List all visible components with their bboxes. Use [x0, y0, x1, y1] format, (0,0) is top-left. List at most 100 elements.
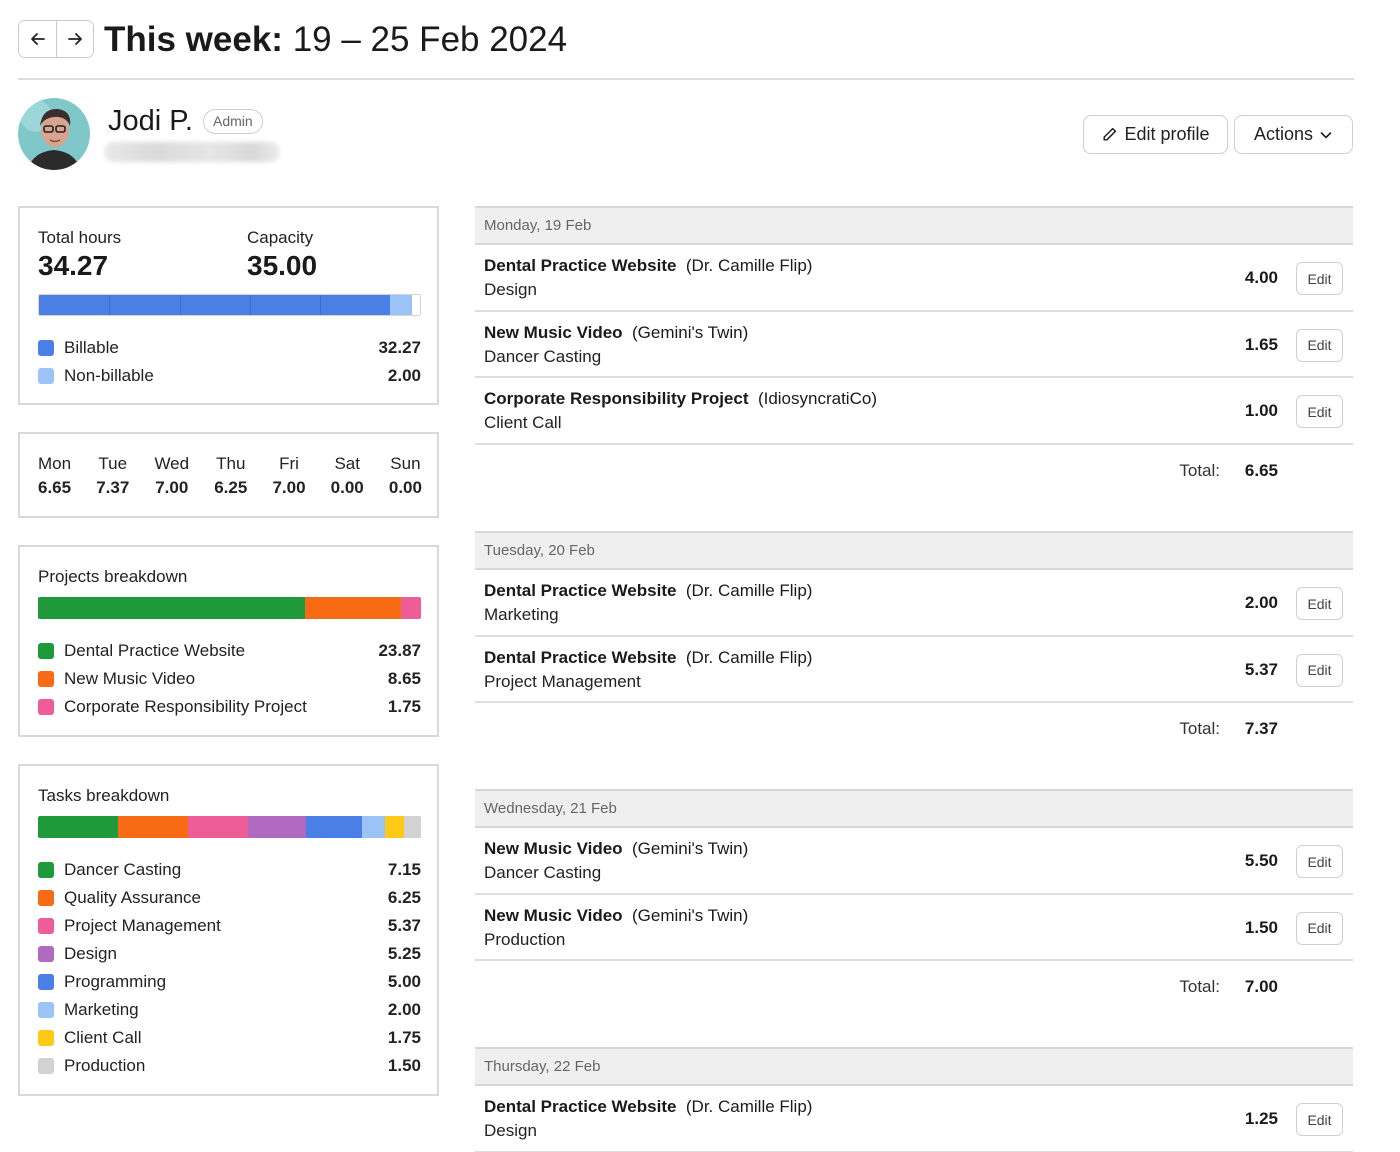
project-name: Dental Practice Website	[484, 1097, 677, 1116]
edit-entry-button[interactable]: Edit	[1296, 395, 1343, 428]
edit-profile-label: Edit profile	[1124, 124, 1210, 144]
legend-label: Production	[64, 1056, 146, 1075]
total-hours-value: 34.27	[38, 250, 109, 281]
legend-value: 1.75	[387, 697, 421, 716]
edit-entry-button[interactable]: Edit	[1296, 911, 1343, 945]
time-entry-row: New Music Video (Gemini's Twin) Productio…	[475, 895, 1353, 961]
actions-dropdown[interactable]: Actions	[1234, 115, 1353, 154]
legend-item: Programming 5.00	[38, 968, 421, 996]
legend-item: Dental Practice Website 23.87	[38, 637, 421, 665]
legend-value: 7.15	[387, 860, 421, 879]
week-nav	[18, 20, 94, 58]
pencil-icon	[1103, 127, 1117, 141]
legend-label: Marketing	[64, 1000, 139, 1019]
legend-value: 23.87	[378, 641, 421, 660]
day-total: Tue 7.37	[96, 452, 129, 500]
day-name: Mon	[38, 454, 72, 473]
entry-task: Design	[484, 1121, 537, 1140]
hours-summary-panel: Total hours 34.27 Capacity 35.00 Billabl…	[18, 206, 439, 405]
nonbillable-segment	[390, 295, 412, 315]
capacity-label: Capacity	[247, 228, 314, 247]
billable-segment	[320, 295, 391, 315]
previous-week-button[interactable]	[19, 21, 56, 57]
entry-hours: 1.00	[1244, 401, 1278, 420]
legend-swatch	[38, 890, 54, 906]
client-name: (Gemini's Twin)	[622, 905, 749, 925]
legend-value: 8.65	[387, 669, 421, 688]
edit-entry-button[interactable]: Edit	[1296, 587, 1343, 620]
edit-entry-button[interactable]: Edit	[1296, 653, 1343, 687]
entry-project: Dental Practice Website (Dr. Camille Fli…	[484, 1097, 812, 1117]
legend-value: 5.25	[387, 944, 421, 963]
project-name: New Music Video	[484, 905, 623, 925]
projects-breakdown-panel: Projects breakdown Dental Practice Websi…	[18, 545, 439, 737]
day-hours: 0.00	[388, 478, 422, 497]
day-header: Monday, 19 Feb	[475, 206, 1353, 245]
nonbillable-swatch	[38, 368, 54, 384]
capacity-value: 35.00	[247, 250, 318, 281]
day-total: Wed 7.00	[154, 452, 189, 500]
edit-entry-button[interactable]: Edit	[1296, 1103, 1343, 1136]
legend-label: Dancer Casting	[64, 860, 182, 879]
edit-entry-button[interactable]: Edit	[1296, 262, 1343, 295]
legend-item: Design 5.25	[38, 940, 421, 968]
entry-task: Production	[484, 929, 566, 949]
day-name: Thu	[216, 454, 246, 473]
legend-swatch	[38, 918, 54, 934]
legend-swatch	[38, 862, 54, 878]
day-total-row: Total: 7.00	[475, 961, 1353, 1015]
total-value: 7.00	[1244, 977, 1278, 996]
legend-value: 32.27	[378, 338, 421, 357]
legend-label: Corporate Responsibility Project	[64, 697, 307, 716]
edit-entry-button[interactable]: Edit	[1296, 845, 1343, 878]
day-total-row: Total: 6.65	[475, 445, 1353, 499]
billable-segment	[179, 295, 250, 315]
tasks-bar	[38, 816, 421, 838]
entry-hours: 5.37	[1244, 659, 1278, 679]
entry-project: New Music Video (Gemini's Twin)	[484, 839, 748, 859]
tasks-bar-segment	[187, 816, 248, 838]
next-week-button[interactable]	[56, 21, 93, 57]
client-name: (Dr. Camille Flip)	[676, 1097, 813, 1116]
day-total: Sun 0.00	[389, 452, 422, 500]
tasks-breakdown-title: Tasks breakdown	[38, 786, 170, 805]
entry-hours: 2.00	[1244, 593, 1278, 612]
entry-hours: 4.00	[1244, 268, 1278, 287]
total-value: 6.65	[1244, 460, 1278, 480]
day-section: Thursday, 22 Feb Dental Practice Website …	[475, 1047, 1353, 1152]
day-section: Tuesday, 20 Feb Dental Practice Website (…	[475, 531, 1353, 757]
chevron-down-icon	[1320, 131, 1332, 138]
day-hours: 0.00	[330, 478, 364, 497]
day-total: Mon 6.65	[38, 452, 71, 500]
legend-item: New Music Video 8.65	[38, 665, 421, 693]
tasks-legend: Dancer Casting 7.15 Quality Assurance 6.25 P…	[38, 856, 421, 1080]
entry-hours: 1.50	[1244, 917, 1278, 937]
billable-segment	[109, 295, 180, 315]
actions-label: Actions	[1253, 124, 1314, 144]
page-header: This week: 19 – 25 Feb 2024	[18, 18, 1354, 80]
total-hours-label: Total hours	[38, 228, 122, 247]
edit-entry-button[interactable]: Edit	[1296, 328, 1343, 362]
legend-item: Billable 32.27	[38, 334, 421, 362]
day-total: Sat 0.00	[331, 452, 364, 500]
projects-bar-segment	[401, 597, 421, 619]
projects-bar	[38, 597, 421, 619]
entry-task: Design	[484, 280, 537, 299]
tasks-bar-segment	[306, 816, 363, 838]
entry-hours: 1.65	[1244, 334, 1278, 354]
entry-project: Corporate Responsibility Project (Idiosy…	[484, 389, 877, 409]
client-name: (Dr. Camille Flip)	[676, 647, 813, 667]
legend-label: Dental Practice Website	[64, 641, 246, 660]
tasks-breakdown-panel: Tasks breakdown Dancer Casting 7.15 Qualit…	[18, 764, 439, 1096]
project-name: New Music Video	[484, 839, 623, 858]
projects-legend: Dental Practice Website 23.87 New Music Vi…	[38, 637, 421, 721]
edit-profile-button[interactable]: Edit profile	[1083, 115, 1228, 154]
legend-item: Non-billable 2.00	[38, 362, 421, 390]
redacted-email	[104, 142, 280, 162]
legend-swatch	[38, 671, 54, 687]
tasks-bar-segment	[117, 816, 188, 838]
legend-item: Corporate Responsibility Project 1.75	[38, 693, 421, 721]
client-name: (Gemini's Twin)	[622, 839, 749, 858]
total-label: Total:	[1179, 977, 1220, 996]
legend-value: 1.75	[387, 1028, 421, 1047]
